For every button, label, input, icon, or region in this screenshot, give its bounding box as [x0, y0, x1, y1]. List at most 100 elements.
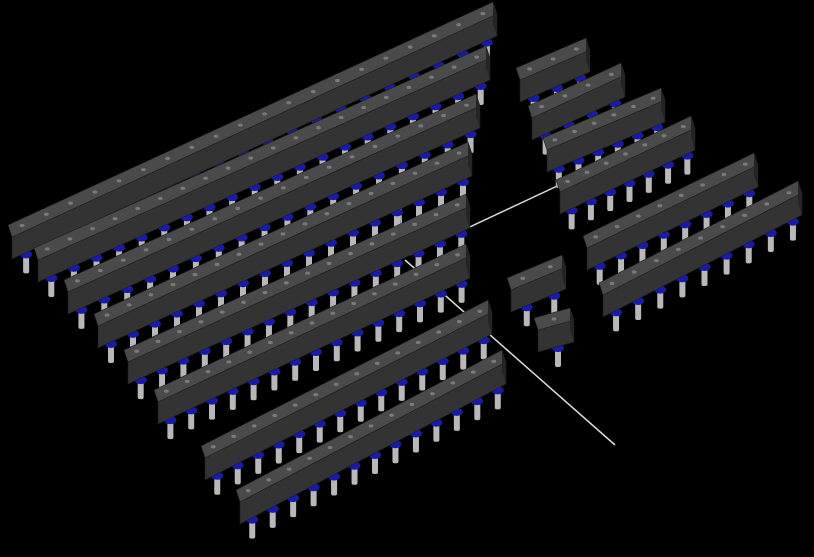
header-hole [657, 204, 663, 208]
header-hole [552, 138, 558, 142]
header-end-face [562, 255, 566, 289]
header-hole [236, 252, 242, 256]
header-hole [361, 105, 367, 110]
header-hole [609, 281, 615, 285]
header-hole [368, 424, 374, 428]
header-hole [177, 330, 182, 334]
header-hole [450, 381, 456, 385]
header-end-face [586, 38, 590, 72]
header-end-face [570, 308, 574, 342]
header-hole [313, 393, 319, 397]
header-hole [248, 156, 254, 160]
header-hole [551, 317, 557, 321]
header-hole [225, 166, 231, 170]
pin-header-right [598, 180, 803, 332]
header-hole [614, 224, 620, 229]
header-hole [611, 113, 617, 117]
header-hole [593, 235, 599, 239]
header-hole [192, 272, 198, 277]
header-hole [429, 75, 434, 79]
header-hole [520, 276, 526, 280]
header-hole [456, 23, 462, 27]
header-hole [198, 320, 204, 324]
header-hole [305, 271, 311, 275]
header-hole [327, 445, 333, 450]
header-hole [205, 370, 211, 374]
header-hole [180, 186, 186, 190]
header-hole [636, 214, 641, 218]
header-end-face [466, 194, 470, 228]
header-hole [44, 247, 50, 251]
header-hole [349, 155, 355, 159]
header-hole [721, 172, 727, 177]
pin-header-left [235, 349, 507, 539]
header-hole [565, 179, 571, 184]
pin-header-center [506, 254, 567, 327]
header-hole [203, 176, 208, 180]
header-hole [389, 413, 394, 417]
pin-header-right [555, 115, 696, 230]
header-hole [433, 213, 439, 217]
header-hole [413, 272, 419, 276]
header-end-face [691, 116, 695, 150]
header-hole [374, 361, 380, 365]
header-hole [338, 116, 344, 120]
header-hole [324, 212, 330, 216]
header-hole [116, 179, 122, 183]
header-hole [270, 146, 276, 150]
header-hole [698, 236, 703, 240]
header-hole [334, 78, 340, 83]
header-hole [262, 112, 268, 116]
header-hole [330, 311, 336, 315]
header-hole [302, 222, 308, 226]
pin-header-left [200, 299, 493, 495]
header-hole [477, 309, 483, 313]
header-end-face [466, 244, 470, 278]
header-hole [90, 227, 95, 231]
header-hole [464, 103, 469, 107]
header-hole [742, 162, 748, 166]
header-hole [585, 83, 591, 87]
header-hole [165, 156, 171, 161]
header-hole [491, 359, 497, 363]
header-hole [547, 265, 553, 269]
header-hole [395, 351, 401, 355]
header-hole [333, 382, 339, 386]
header-hole [286, 101, 292, 105]
header-hole [383, 56, 389, 60]
header-hole [584, 170, 590, 174]
header-hole [650, 96, 656, 100]
header-hole [268, 340, 273, 345]
header-hole [675, 247, 681, 251]
header-hole [661, 134, 667, 138]
header-hole [348, 252, 353, 256]
pin-headers [7, 1, 803, 539]
header-hole [213, 134, 219, 138]
header-hole [92, 190, 98, 194]
header-hole [390, 232, 396, 236]
header-end-face [493, 2, 497, 36]
header-hole [623, 152, 628, 156]
header-hole [409, 402, 415, 407]
header-hole [281, 186, 286, 190]
header-hole [742, 213, 748, 217]
header-end-face [468, 142, 472, 176]
header-hole [288, 331, 294, 335]
header-hole [112, 217, 118, 221]
header-hole [135, 206, 141, 211]
header-hole [292, 403, 298, 407]
header-hole [235, 206, 241, 211]
header-hole [603, 161, 609, 165]
header-hole [210, 445, 216, 449]
header-hole [680, 124, 686, 129]
header-hole [383, 95, 389, 100]
header-hole [143, 248, 149, 252]
header-hole [434, 161, 440, 165]
header-end-face [754, 153, 758, 187]
header-hole [631, 104, 636, 109]
header-hole [678, 193, 684, 197]
header-end-face [798, 181, 802, 215]
header-hole [527, 67, 533, 71]
